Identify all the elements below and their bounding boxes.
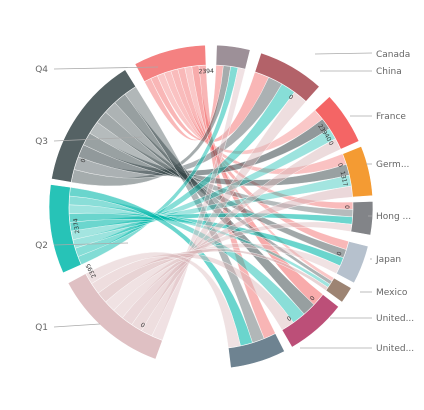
arc-france[interactable] xyxy=(314,96,360,150)
arc-united[interactable] xyxy=(227,333,285,369)
leader-line xyxy=(314,52,373,55)
leader-line xyxy=(53,66,159,70)
arc-q3[interactable] xyxy=(51,69,137,183)
arc-japan[interactable] xyxy=(335,240,369,284)
arc-q2[interactable] xyxy=(48,184,82,274)
group-label: France xyxy=(376,112,406,122)
leader-line xyxy=(53,242,129,246)
group-label: United... xyxy=(376,314,414,324)
group-label: Mexico xyxy=(376,288,408,298)
group-label: Canada xyxy=(376,50,410,60)
arc-united[interactable] xyxy=(281,294,340,348)
tick-label: 0 xyxy=(285,314,292,322)
tick-label: 0 xyxy=(334,250,342,256)
group-label: Japan xyxy=(375,255,401,265)
arc-layer xyxy=(48,44,374,369)
group-label: Hong ... xyxy=(376,212,411,222)
tick-label: 0 xyxy=(336,162,344,168)
label-layer: Q4 Q3 Q2 Q1 Canada China France Germ... Hong ...… xyxy=(35,50,414,354)
arc-germ[interactable] xyxy=(342,145,373,198)
leader-line xyxy=(53,323,101,328)
arc-canada[interactable] xyxy=(215,44,251,70)
tick-label: 0 xyxy=(80,157,88,163)
ribbon-layer xyxy=(68,64,354,349)
tick-label: 0 xyxy=(287,93,294,101)
group-label: Germ... xyxy=(376,160,409,170)
tick-label: 0 xyxy=(140,320,147,328)
group-label: Q3 xyxy=(35,137,48,147)
leader-line xyxy=(53,136,143,142)
group-label: Q2 xyxy=(35,241,48,251)
tick-label: 1317 xyxy=(339,171,349,188)
arc-china[interactable] xyxy=(254,52,320,102)
tick-label: 0 xyxy=(343,205,350,209)
arc-hong[interactable] xyxy=(350,201,374,236)
tick-label: 0 xyxy=(308,294,316,302)
group-label: Q1 xyxy=(35,323,48,333)
arc-q1[interactable] xyxy=(67,273,163,360)
tick-label: 0 xyxy=(324,136,332,143)
arc-mexico[interactable] xyxy=(325,277,352,303)
tick-label: 0 xyxy=(327,140,335,147)
group-label: Q4 xyxy=(35,65,48,75)
arc-q4[interactable] xyxy=(134,44,207,83)
tick-label: 2394 xyxy=(199,68,215,76)
group-label: China xyxy=(376,67,402,77)
group-label: United... xyxy=(376,344,414,354)
tick-label: 2374 xyxy=(72,218,81,234)
